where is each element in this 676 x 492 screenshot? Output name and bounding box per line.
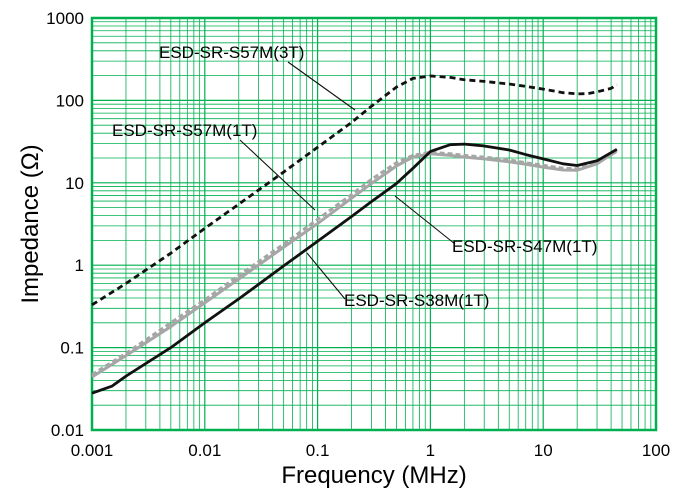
- leader-s38m-1t: [306, 252, 346, 300]
- plot-frame: [90, 16, 658, 432]
- y-tick-label: 0.01: [51, 421, 84, 440]
- series-label-s57m-3t: ESD-SR-S57M(3T): [159, 43, 304, 62]
- y-tick-label: 0.1: [60, 339, 84, 358]
- series-label-s38m-1t: ESD-SR-S38M(1T): [344, 291, 489, 310]
- leader-s57m-1t: [239, 139, 316, 211]
- series-line-esd-sr-s57m-3t: [91, 74, 618, 307]
- y-tick-label: 10: [65, 174, 84, 193]
- y-tick-label: 1000: [46, 9, 84, 28]
- x-tick-label: 10: [534, 441, 553, 460]
- series-line-esd-sr-s47m-1t: [91, 149, 618, 379]
- series-label-s57m-1t: ESD-SR-S57M(1T): [112, 121, 257, 140]
- series-label-s47m-1t: ESD-SR-S47M(1T): [452, 237, 597, 256]
- y-axis-title: Impedance (Ω): [17, 144, 44, 303]
- y-tick-label: 1: [75, 256, 84, 275]
- series-line-esd-sr-s57m-1t: [91, 150, 618, 376]
- leader-s57m-3t: [287, 61, 356, 111]
- leader-lines: [239, 61, 456, 300]
- x-axis-title: Frequency (MHz): [281, 462, 466, 489]
- leader-s47m-1t: [394, 195, 456, 245]
- x-tick-label: 100: [642, 441, 670, 460]
- x-tick-label: 0.1: [306, 441, 330, 460]
- x-tick-label: 0.001: [71, 441, 114, 460]
- grid: [91, 18, 656, 431]
- x-tick-label: 1: [426, 441, 435, 460]
- series-layer: [91, 74, 618, 395]
- y-tick-label: 100: [56, 91, 84, 110]
- x-tick-label: 0.01: [188, 441, 221, 460]
- series-line-esd-sr-s38m-1t: [91, 142, 618, 395]
